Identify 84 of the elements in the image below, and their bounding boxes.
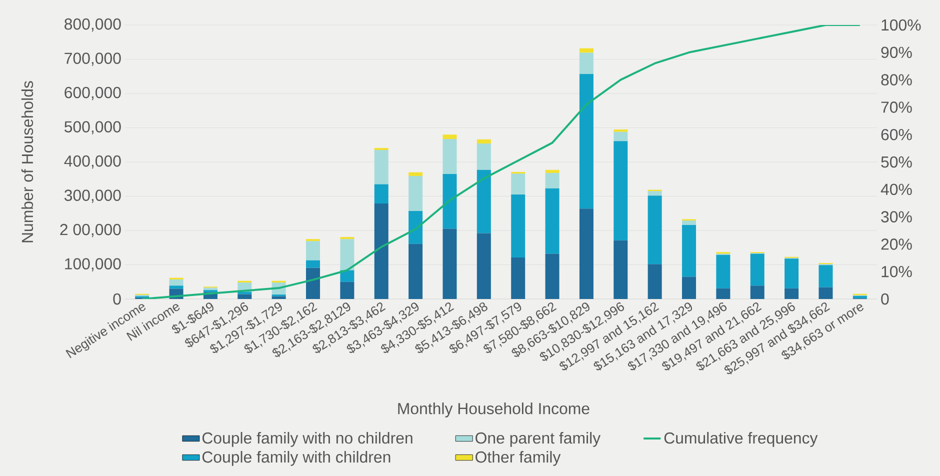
y2-tick-label: 40% <box>880 184 912 196</box>
bar <box>545 172 560 188</box>
bar <box>340 239 354 270</box>
legend-label: Cumulative frequency <box>664 432 818 447</box>
bar <box>579 208 594 299</box>
bar <box>818 265 833 288</box>
bar <box>306 268 320 299</box>
y-tick-label: 500,000 <box>64 121 121 134</box>
bar <box>716 288 730 299</box>
bar <box>169 286 184 289</box>
bar <box>579 48 594 53</box>
bar <box>511 194 526 258</box>
bar <box>374 148 388 150</box>
bar <box>408 176 423 211</box>
bar <box>750 286 764 299</box>
bar <box>750 254 764 286</box>
y-tick-label: 700,000 <box>64 52 121 66</box>
legend-label: Couple family with no children <box>202 432 412 447</box>
bar <box>614 141 628 240</box>
bar <box>545 254 560 299</box>
y-tick-label: 100,000 <box>65 258 121 272</box>
bar <box>818 287 833 299</box>
legend-label: Other family <box>476 451 561 466</box>
y2-tick-label: 50% <box>881 156 912 168</box>
bar <box>614 132 628 142</box>
bar <box>476 144 491 170</box>
bar <box>306 260 320 268</box>
bar <box>682 220 696 226</box>
bar <box>408 244 423 299</box>
bar <box>374 203 388 299</box>
bar <box>340 282 354 299</box>
bar <box>374 150 388 184</box>
bar <box>203 288 218 290</box>
y2-tick-label: 90% <box>881 46 912 58</box>
bar <box>716 254 730 288</box>
bar <box>374 184 388 204</box>
y-tick-label: 300,000 <box>64 190 121 203</box>
bar <box>476 139 491 144</box>
legend-label: Couple family with children <box>202 451 390 466</box>
bar <box>476 233 491 299</box>
bar <box>784 288 799 299</box>
y2-tick-label: 80% <box>881 74 912 86</box>
bar <box>682 276 696 299</box>
y2-tick-label: 30% <box>881 211 912 222</box>
bar <box>511 174 526 195</box>
bar <box>442 228 457 299</box>
y-tick-label: 800,000 <box>64 18 121 32</box>
y-tick-label: 400,000 <box>64 155 121 169</box>
bar <box>614 240 628 299</box>
legend-label: One parent family <box>476 432 601 447</box>
y-axis-title: Number of Households <box>21 81 34 242</box>
y-tick-label: 2 00,000 <box>60 224 121 238</box>
y2-tick-label: 20% <box>881 238 912 250</box>
bar <box>545 170 560 173</box>
bar <box>784 258 799 288</box>
y2-tick-label: 60% <box>881 128 912 140</box>
bar <box>545 188 560 254</box>
bar <box>682 225 696 277</box>
bar <box>648 264 662 299</box>
bar <box>579 52 594 74</box>
bar <box>340 270 354 282</box>
y-tick-label: 600,000 <box>64 86 121 100</box>
bar <box>476 170 491 234</box>
bar <box>648 191 662 196</box>
y-tick-label: 0 <box>113 293 121 305</box>
bar <box>442 139 457 174</box>
x-axis-title: Monthly Household Income <box>398 402 590 418</box>
bar <box>614 129 628 132</box>
bar <box>511 258 526 299</box>
bar <box>272 296 286 299</box>
bar <box>306 241 320 260</box>
bar <box>648 196 662 264</box>
bar <box>442 134 457 140</box>
bar <box>408 210 423 244</box>
y2-tick-label: 70% <box>881 102 912 113</box>
y2-tick-label: 10% <box>882 266 912 278</box>
bar <box>442 174 457 229</box>
bar <box>408 172 423 176</box>
y2-tick-label: 0 <box>881 293 889 305</box>
bar <box>169 279 184 286</box>
y2-tick-label: 100% <box>882 19 921 31</box>
bar <box>852 296 867 298</box>
bar <box>579 74 594 209</box>
bar <box>238 294 252 299</box>
